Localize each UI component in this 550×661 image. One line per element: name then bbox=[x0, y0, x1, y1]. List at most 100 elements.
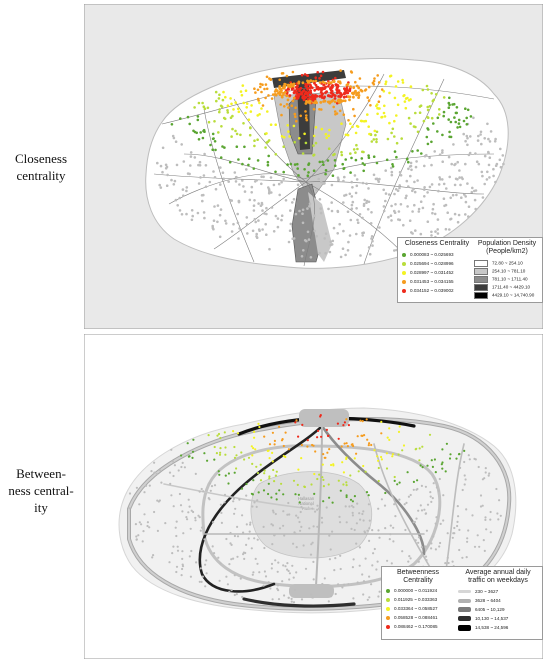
centrality-point bbox=[288, 85, 292, 88]
centrality-point bbox=[229, 97, 232, 100]
centrality-point bbox=[243, 557, 246, 560]
centrality-point bbox=[230, 543, 233, 546]
centrality-point bbox=[190, 209, 194, 212]
centrality-point bbox=[423, 188, 426, 191]
centrality-point bbox=[349, 474, 352, 477]
centrality-point bbox=[173, 464, 176, 467]
centrality-point bbox=[314, 100, 317, 103]
centrality-point bbox=[374, 133, 377, 137]
centrality-point bbox=[152, 554, 155, 557]
legend-item-label: 0.000083 ~ 0.025693 bbox=[410, 252, 454, 257]
centrality-point bbox=[294, 90, 298, 93]
legend-swatch bbox=[458, 607, 471, 613]
centrality-point bbox=[282, 170, 285, 174]
centrality-point bbox=[211, 545, 214, 548]
centrality-point bbox=[340, 150, 343, 154]
centrality-point bbox=[278, 425, 281, 428]
centrality-point bbox=[489, 531, 492, 534]
centrality-point bbox=[497, 518, 500, 521]
centrality-point bbox=[314, 79, 318, 83]
centrality-point bbox=[336, 209, 339, 213]
centrality-point bbox=[250, 191, 253, 194]
centrality-point bbox=[270, 97, 274, 100]
centrality-point bbox=[458, 548, 461, 552]
centrality-point bbox=[341, 162, 345, 166]
centrality-point bbox=[489, 518, 492, 521]
centrality-point bbox=[441, 151, 444, 154]
centrality-point bbox=[485, 178, 489, 181]
centrality-point bbox=[423, 186, 426, 189]
centrality-point bbox=[352, 148, 356, 151]
centrality-point bbox=[442, 182, 446, 186]
centrality-point bbox=[362, 464, 365, 468]
density-legend-item: 254.10 ~ 781.10 bbox=[474, 268, 525, 275]
centrality-point bbox=[457, 122, 461, 125]
centrality-point bbox=[245, 216, 249, 219]
centrality-point bbox=[176, 549, 180, 552]
centrality-point bbox=[361, 216, 364, 220]
centrality-point bbox=[435, 486, 438, 489]
centrality-point bbox=[180, 213, 184, 216]
centrality-point bbox=[449, 217, 453, 221]
density-legend-item: 1711.40 ~ 4429.10 bbox=[474, 284, 530, 291]
centrality-point bbox=[342, 483, 345, 486]
centrality-point bbox=[293, 163, 297, 166]
centrality-point bbox=[271, 431, 274, 434]
centrality-point bbox=[252, 167, 256, 170]
centrality-point bbox=[480, 170, 484, 174]
centrality-point bbox=[265, 233, 268, 236]
centrality-point bbox=[395, 114, 398, 117]
centrality-point bbox=[270, 562, 274, 565]
centrality-point bbox=[288, 229, 292, 232]
centrality-point bbox=[199, 131, 202, 134]
centrality-point bbox=[268, 477, 271, 480]
centrality-point bbox=[299, 86, 303, 90]
centrality-point bbox=[215, 452, 218, 455]
centrality-point bbox=[442, 519, 445, 522]
centrality-point bbox=[465, 556, 468, 559]
centrality-point bbox=[362, 231, 366, 234]
centrality-point bbox=[224, 95, 227, 99]
centrality-point bbox=[280, 135, 284, 138]
centrality-point bbox=[181, 188, 185, 191]
centrality-point bbox=[207, 434, 210, 437]
legend-item-label: 10,130 ~ 14,537 bbox=[475, 616, 509, 621]
centrality-point bbox=[375, 138, 378, 141]
centrality-point bbox=[351, 186, 354, 189]
centrality-point bbox=[265, 132, 268, 135]
centrality-point bbox=[310, 483, 313, 486]
centrality-point bbox=[327, 81, 331, 85]
centrality-point bbox=[241, 595, 244, 599]
betweenness-legend-item: 0.058528 ~ 0.088461 bbox=[386, 615, 438, 621]
centrality-point bbox=[236, 107, 240, 111]
centrality-point bbox=[321, 160, 324, 164]
centrality-point bbox=[202, 105, 206, 108]
centrality-point bbox=[213, 552, 216, 555]
centrality-point bbox=[434, 522, 437, 525]
centrality-point bbox=[128, 507, 131, 510]
centrality-point bbox=[268, 475, 271, 478]
centrality-point bbox=[235, 132, 239, 136]
centrality-point bbox=[249, 521, 252, 524]
centrality-point bbox=[468, 151, 472, 155]
centrality-point bbox=[377, 529, 380, 532]
centrality-point bbox=[390, 173, 394, 177]
centrality-point bbox=[326, 100, 330, 104]
park-label-line-2: National bbox=[298, 501, 313, 506]
centrality-point bbox=[458, 169, 461, 172]
centrality-point bbox=[261, 228, 264, 231]
centrality-point bbox=[447, 101, 451, 105]
centrality-point bbox=[419, 464, 422, 467]
centrality-point bbox=[464, 195, 468, 198]
centrality-point bbox=[218, 108, 221, 111]
centrality-point bbox=[203, 152, 206, 156]
centrality-point bbox=[250, 445, 253, 448]
centrality-point bbox=[477, 465, 480, 469]
centrality-point bbox=[200, 526, 204, 529]
centrality-point bbox=[289, 209, 292, 212]
centrality-point bbox=[296, 183, 300, 187]
centrality-point bbox=[263, 435, 266, 438]
centrality-point bbox=[211, 132, 215, 136]
centrality-point bbox=[236, 525, 239, 528]
centrality-point bbox=[442, 197, 446, 200]
